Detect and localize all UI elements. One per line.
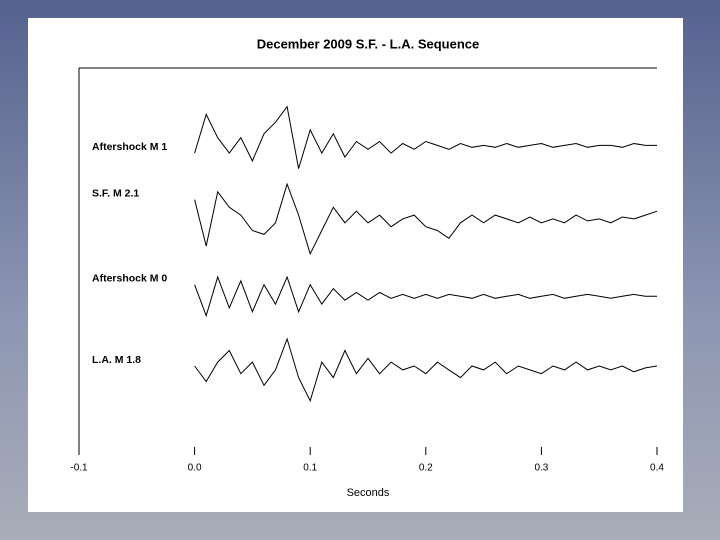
x-tick-label: 0.3: [534, 463, 548, 474]
x-tick-label: 0.0: [188, 463, 202, 474]
x-tick-label: 0.2: [419, 463, 433, 474]
trace: [194, 182, 658, 256]
trace: [194, 275, 657, 318]
legend-label: S.F. M 2.1: [92, 187, 139, 199]
panel: [28, 18, 683, 512]
x-axis-label: Seconds: [347, 487, 390, 499]
trace: [194, 105, 657, 169]
legend-label: Aftershock M 1: [92, 141, 167, 153]
x-tick-label: 0.4: [650, 463, 664, 474]
x-tick-label: -0.1: [70, 463, 88, 474]
legend-label: Aftershock M 0: [92, 273, 167, 285]
chart-title: December 2009 S.F. - L.A. Sequence: [257, 36, 480, 51]
legend-label: L.A. M 1.8: [92, 354, 141, 366]
trace: [194, 337, 658, 403]
x-tick-label: 0.1: [303, 463, 317, 474]
